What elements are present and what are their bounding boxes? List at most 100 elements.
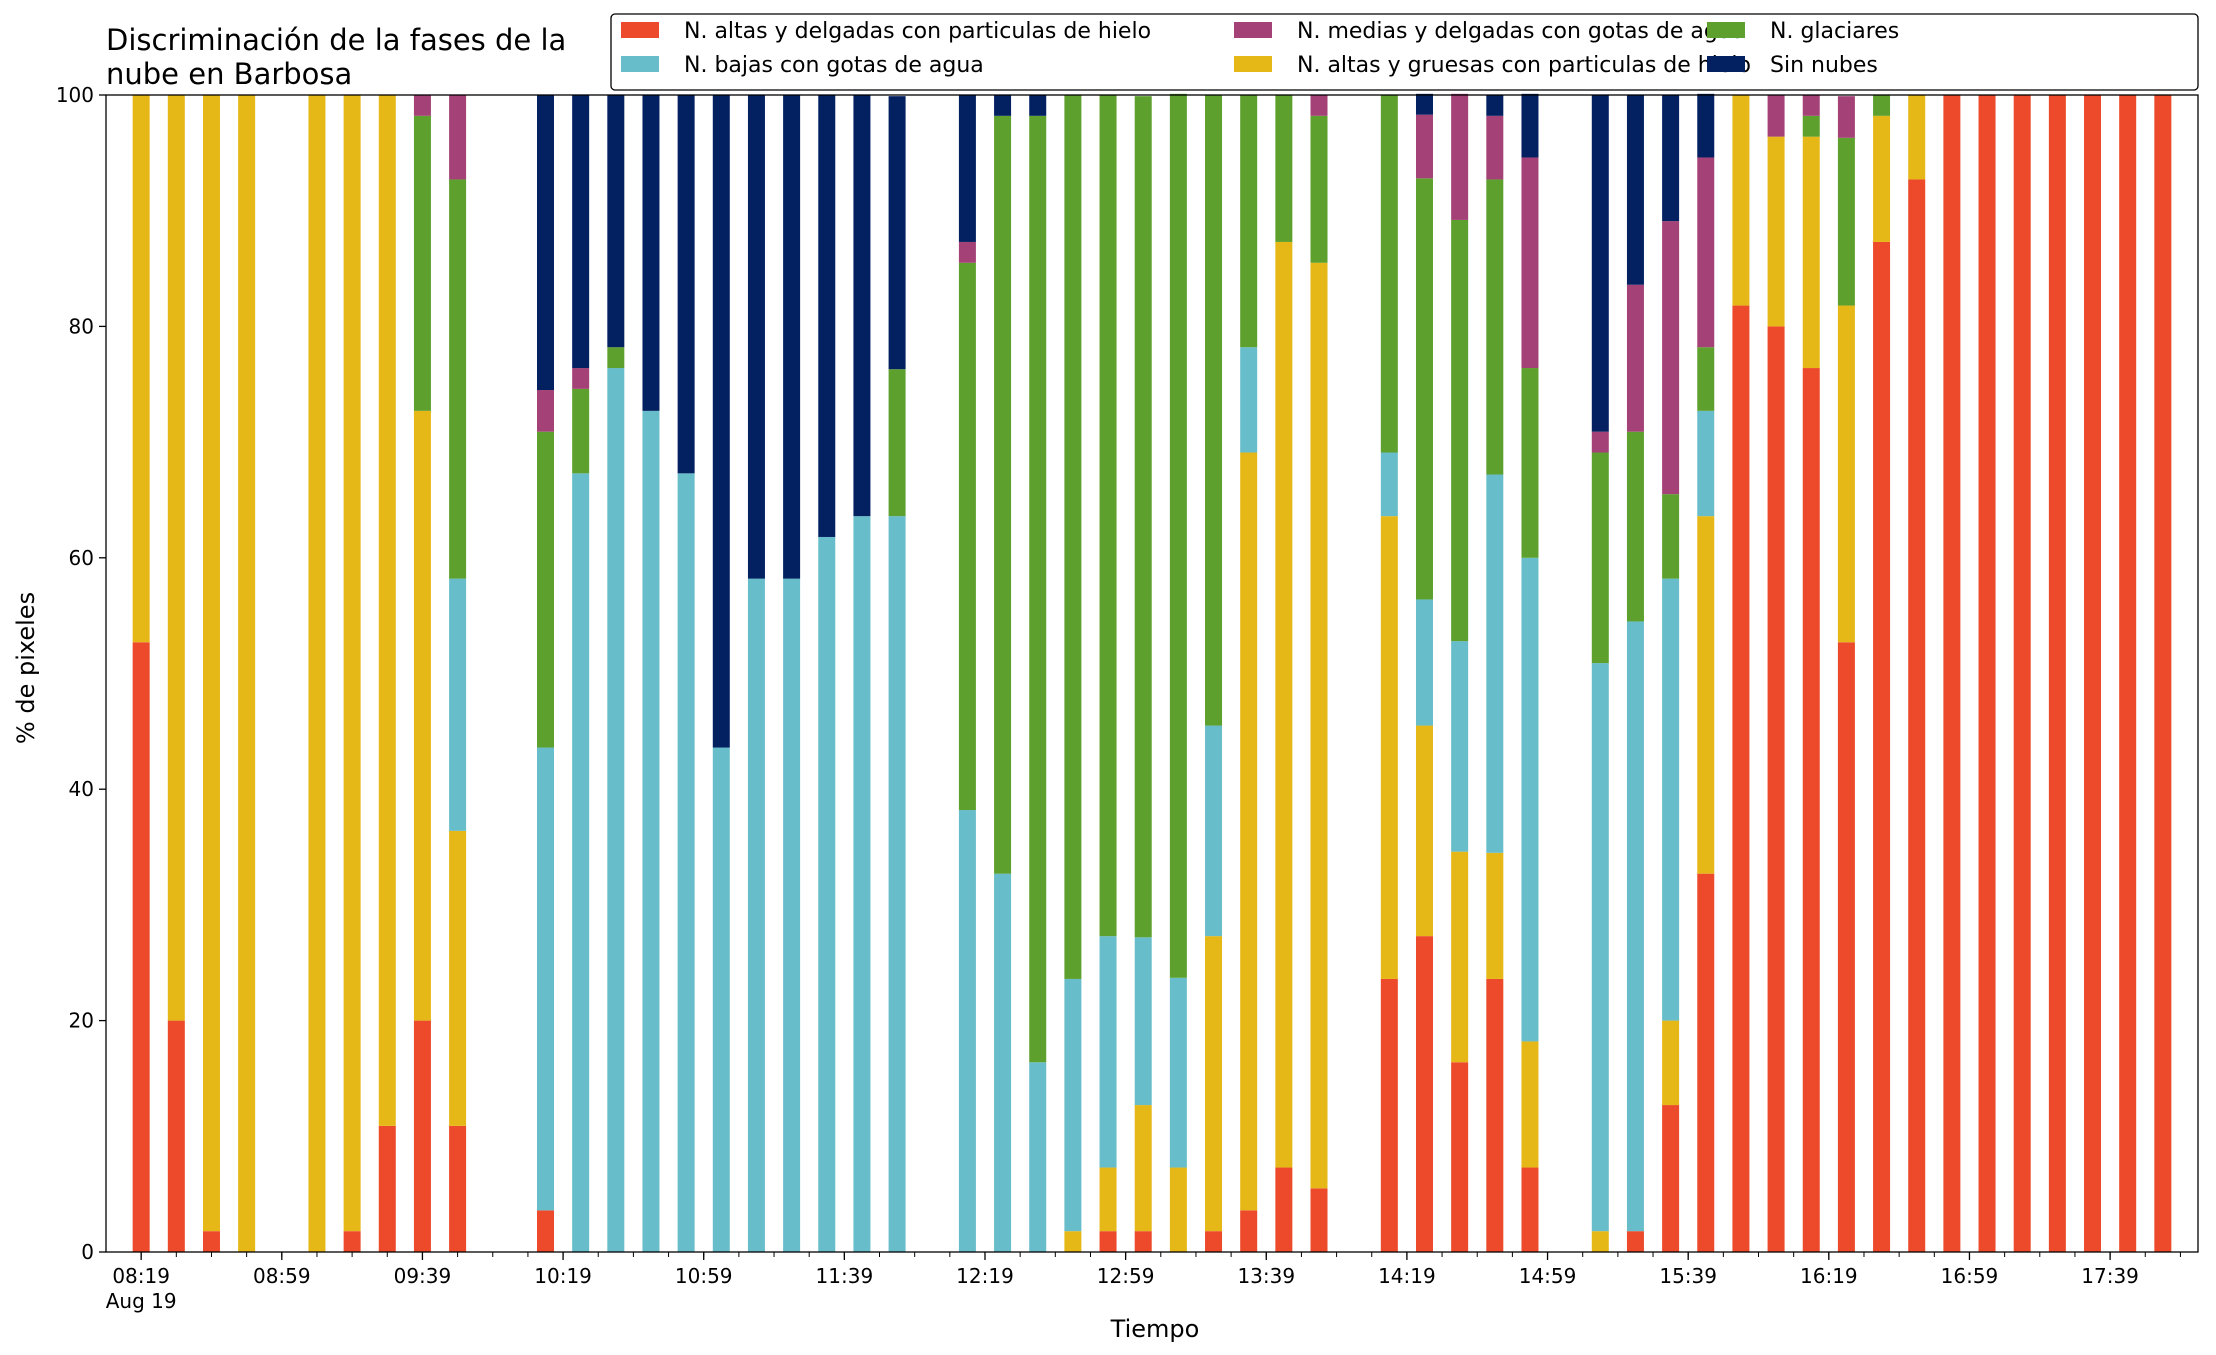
legend-entry-label: N. altas y delgadas con particulas de hi… <box>684 19 1151 44</box>
bar-segment <box>1837 305 1855 643</box>
bar-stacks <box>132 93 2172 1253</box>
chart-title-line-1: Discriminación de la fases de la <box>106 23 566 57</box>
bar-segment <box>1697 93 1715 158</box>
x-tick-label: 17:39 <box>2081 1264 2139 1288</box>
x-tick-label: 08:19 <box>112 1264 170 1288</box>
bar-segment <box>783 95 801 579</box>
bar-segment <box>572 473 590 1253</box>
bar-segment <box>1415 599 1433 726</box>
plot-frame <box>105 94 2199 1253</box>
bar-segment <box>1380 452 1398 517</box>
bar-segment <box>712 747 730 1252</box>
bar-segment <box>1099 936 1117 1168</box>
bar-segment <box>1626 431 1644 622</box>
bar-segment <box>413 95 431 116</box>
bar-segment <box>1451 851 1469 1063</box>
bar-segment <box>888 516 906 1252</box>
x-tick-label: 11:39 <box>816 1264 874 1288</box>
bar-segment <box>1591 95 1609 432</box>
bar-segment <box>2013 95 2031 1252</box>
bar-segment <box>818 95 836 537</box>
bar-segment <box>1908 179 1926 1253</box>
x-tick-label: 15:39 <box>1659 1264 1717 1288</box>
bar-segment <box>1240 95 1258 348</box>
bar-segment <box>1310 115 1328 263</box>
bar-segment <box>888 369 906 517</box>
bar-segment <box>1169 93 1187 978</box>
bar-segment <box>378 1125 396 1252</box>
bar-segment <box>1873 95 1891 116</box>
x-tick-label: 13:39 <box>1237 1264 1295 1288</box>
bar-segment <box>853 95 871 517</box>
bar-segment <box>1837 642 1855 1252</box>
bar-segment <box>572 95 590 369</box>
bar-segment <box>1486 179 1504 475</box>
bar-segment <box>537 1210 554 1252</box>
bar-segment <box>1064 95 1082 979</box>
bar-segment <box>1064 978 1082 1232</box>
bar-segment <box>1205 725 1223 937</box>
bar-segment <box>958 262 976 811</box>
bar-segment <box>343 1231 361 1252</box>
bar-segment <box>1169 977 1187 1168</box>
bar-segment <box>1099 95 1117 937</box>
legend-swatch <box>1707 22 1745 38</box>
bar-segment <box>1732 305 1750 1252</box>
bar-segment <box>1697 157 1715 348</box>
bar-segment <box>607 95 625 348</box>
bar-segment <box>449 830 467 1126</box>
bar-segment <box>2154 95 2172 1252</box>
bar-segment <box>888 96 906 370</box>
bar-segment <box>1099 1167 1117 1232</box>
y-tick-label: 60 <box>69 546 94 570</box>
x-tick-label: 14:59 <box>1519 1264 1577 1288</box>
bar-segment <box>537 431 554 748</box>
bar-segment <box>1486 978 1504 1252</box>
bar-segment <box>537 95 554 391</box>
x-tick-label: 10:59 <box>675 1264 733 1288</box>
bar-segment <box>1626 284 1644 432</box>
bar-segment <box>1697 516 1715 874</box>
legend: N. altas y delgadas con particulas de hi… <box>610 13 2199 91</box>
bar-segment <box>1662 1020 1680 1106</box>
bar-segment <box>378 95 396 1126</box>
x-tick-label: 12:59 <box>1097 1264 1155 1288</box>
y-tick-label: 80 <box>69 314 94 338</box>
bar-segment <box>1169 1167 1187 1252</box>
bar-segment <box>1767 95 1785 137</box>
bar-segment <box>1134 1231 1152 1252</box>
bar-segment <box>1415 93 1433 115</box>
bar-segment <box>853 516 871 1252</box>
bar-segment <box>413 410 431 1021</box>
bar-segment <box>1415 178 1433 600</box>
bar-segment <box>1837 96 1855 138</box>
bar-segment <box>413 115 431 411</box>
legend-entry-label: N. glaciares <box>1770 19 1899 44</box>
bar-segment <box>1767 136 1785 327</box>
bar-segment <box>1943 95 1961 1252</box>
bar-segment <box>1978 95 1996 1252</box>
bar-segment <box>1415 936 1433 1252</box>
bar-segment <box>1205 936 1223 1232</box>
bar-segment <box>132 95 150 643</box>
x-tick-label: 08:59 <box>253 1264 311 1288</box>
legend-entry-label: N. bajas con gotas de agua <box>684 53 984 78</box>
bar-segment <box>994 873 1012 1252</box>
y-tick-label: 100 <box>56 83 94 107</box>
bar-segment <box>607 368 625 1252</box>
bar-segment <box>1310 262 1328 1189</box>
bar-segment <box>1205 1231 1223 1252</box>
bar-segment <box>1134 937 1152 1106</box>
bar-segment <box>1521 557 1539 1042</box>
bar-segment <box>1451 1062 1469 1252</box>
legend-entry-label: N. altas y gruesas con particulas de hie… <box>1297 53 1751 78</box>
legend-swatch <box>621 22 659 38</box>
bar-segment <box>1521 368 1539 558</box>
bar-segment <box>1662 494 1680 579</box>
bar-segment <box>1275 1167 1293 1252</box>
bar-segment <box>1626 95 1644 285</box>
legend-swatch <box>1707 56 1745 72</box>
bar-segment <box>1591 452 1609 664</box>
bar-segment <box>572 368 590 389</box>
bar-segment <box>202 1231 220 1252</box>
